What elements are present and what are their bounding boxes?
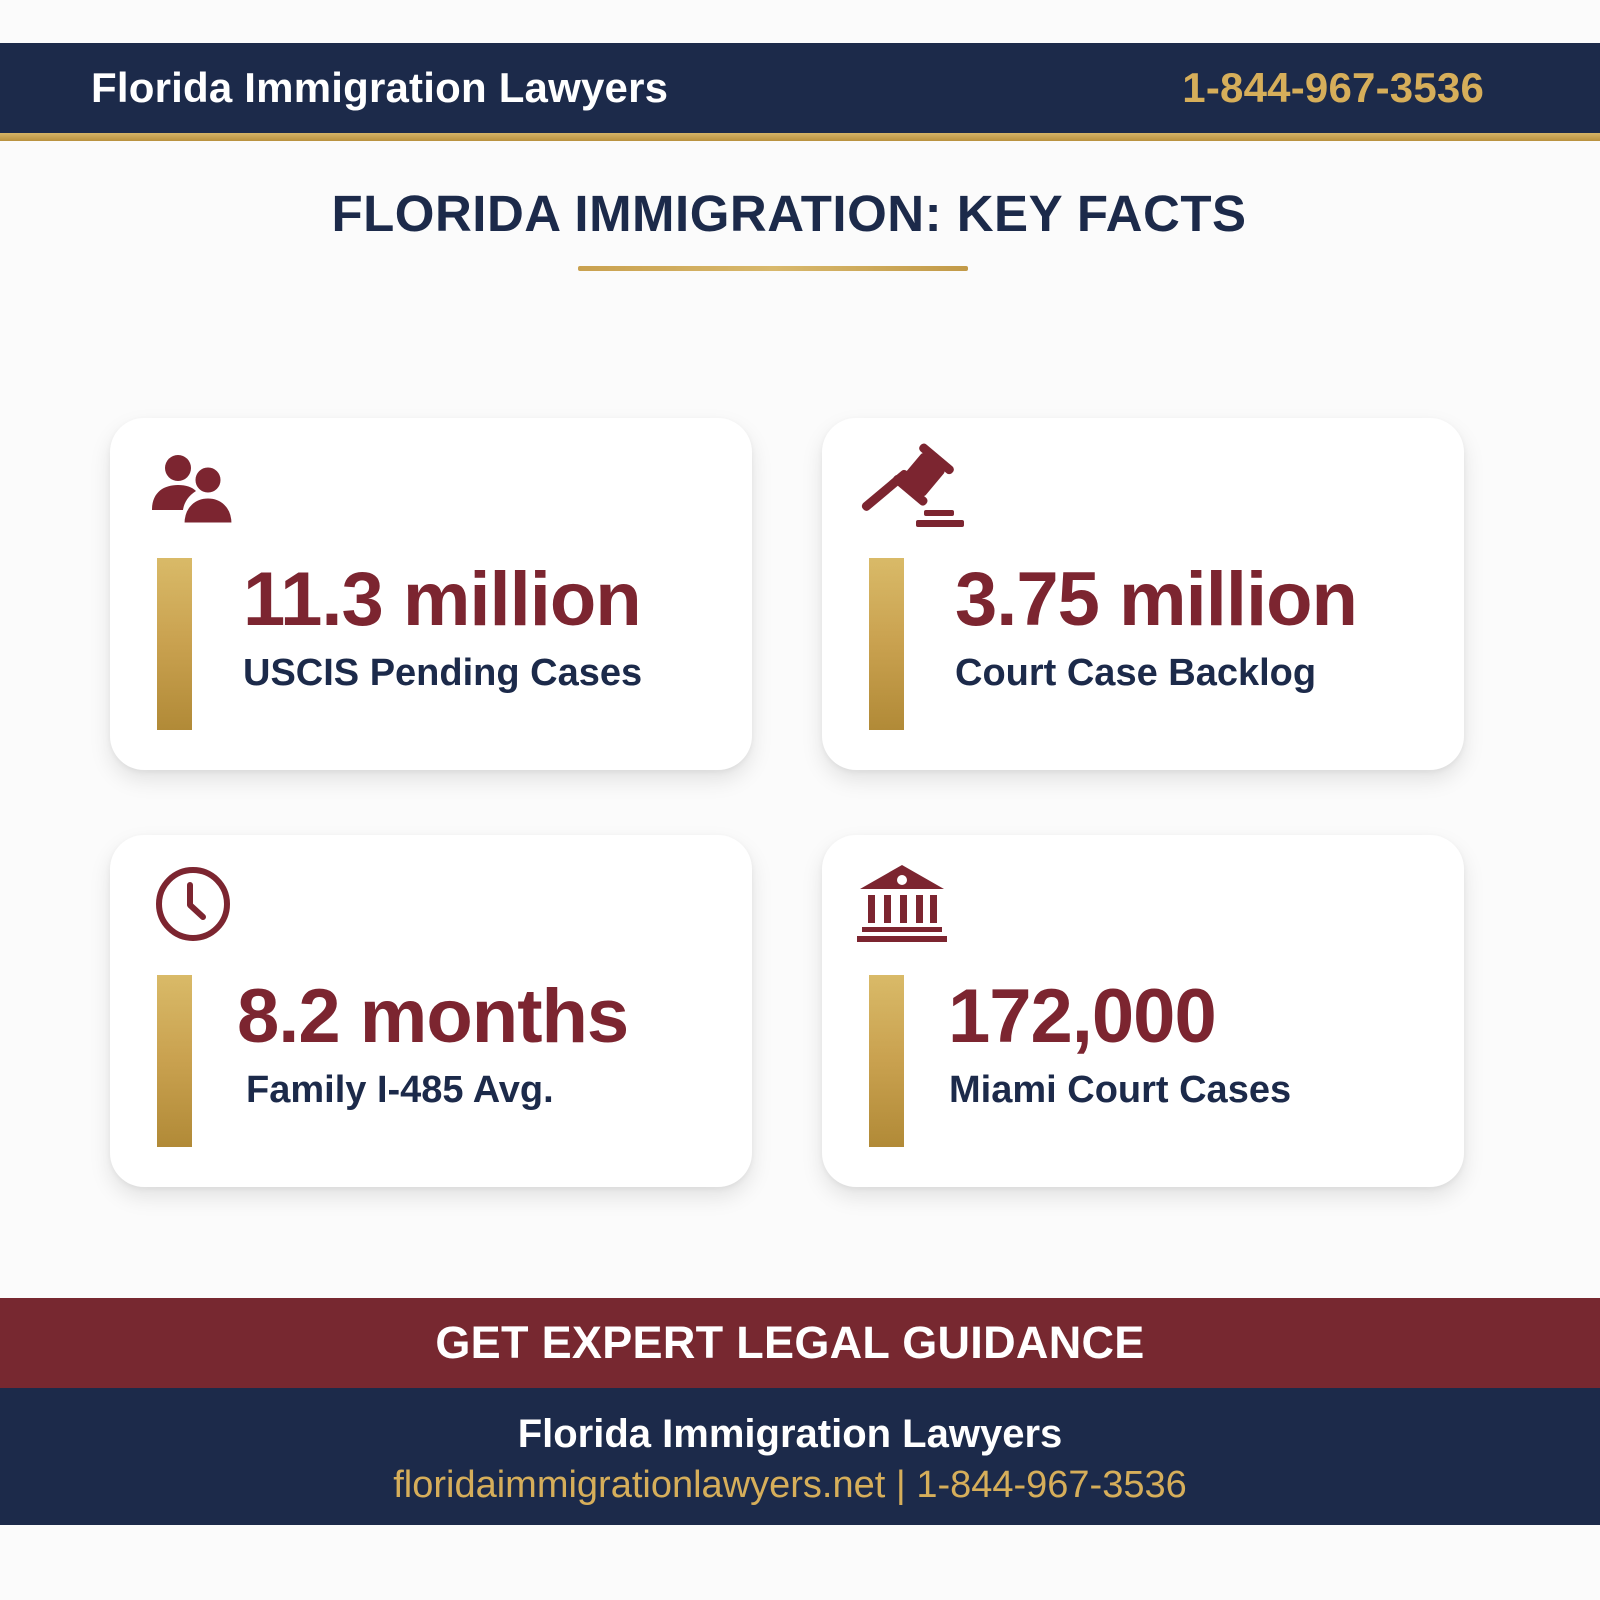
- footer-contact: floridaimmigrationlawyers.net | 1-844-96…: [0, 1462, 1580, 1508]
- fact-value: 3.75 million: [955, 557, 1358, 642]
- fact-label: Court Case Backlog: [955, 652, 1317, 694]
- footer-website-link[interactable]: floridaimmigrationlawyers.net: [393, 1464, 886, 1506]
- fact-card-miami-court: 172,000 Miami Court Cases: [822, 835, 1464, 1187]
- gold-accent-bar: [157, 975, 192, 1147]
- header-gold-rule: [0, 133, 1600, 141]
- gold-accent-bar: [869, 558, 904, 730]
- title-divider: [578, 266, 968, 271]
- header-phone-link[interactable]: 1-844-967-3536: [1182, 64, 1484, 111]
- clock-icon: [154, 865, 254, 955]
- footer-separator: |: [895, 1464, 906, 1506]
- fact-card-court-backlog: 3.75 million Court Case Backlog: [822, 418, 1464, 770]
- gold-accent-bar: [869, 975, 904, 1147]
- footer: Florida Immigration Lawyers floridaimmig…: [0, 1388, 1600, 1525]
- fact-value: 11.3 million: [243, 557, 642, 642]
- cta-text: GET EXPERT LEGAL GUIDANCE: [435, 1317, 1145, 1368]
- fact-label: Miami Court Cases: [949, 1069, 1292, 1111]
- page-title: FLORIDA IMMIGRATION: KEY FACTS: [331, 185, 1247, 242]
- cta-banner[interactable]: GET EXPERT LEGAL GUIDANCE: [0, 1298, 1600, 1388]
- fact-label: Family I-485 Avg.: [246, 1069, 554, 1111]
- courthouse-icon: [856, 863, 948, 945]
- fact-value: 172,000: [948, 974, 1217, 1059]
- header-bar: [0, 43, 1600, 133]
- fact-label: USCIS Pending Cases: [243, 652, 643, 694]
- gavel-icon: [860, 442, 970, 532]
- gold-accent-bar: [157, 558, 192, 730]
- fact-card-uscis-pending: 11.3 million USCIS Pending Cases: [110, 418, 752, 770]
- users-icon: [150, 448, 250, 538]
- footer-brand: Florida Immigration Lawyers: [517, 1412, 1063, 1456]
- fact-card-family-i485: 8.2 months Family I-485 Avg.: [110, 835, 752, 1187]
- footer-phone-link[interactable]: 1-844-967-3536: [916, 1464, 1187, 1506]
- fact-value: 8.2 months: [237, 974, 629, 1059]
- header-brand: Florida Immigration Lawyers: [91, 64, 669, 111]
